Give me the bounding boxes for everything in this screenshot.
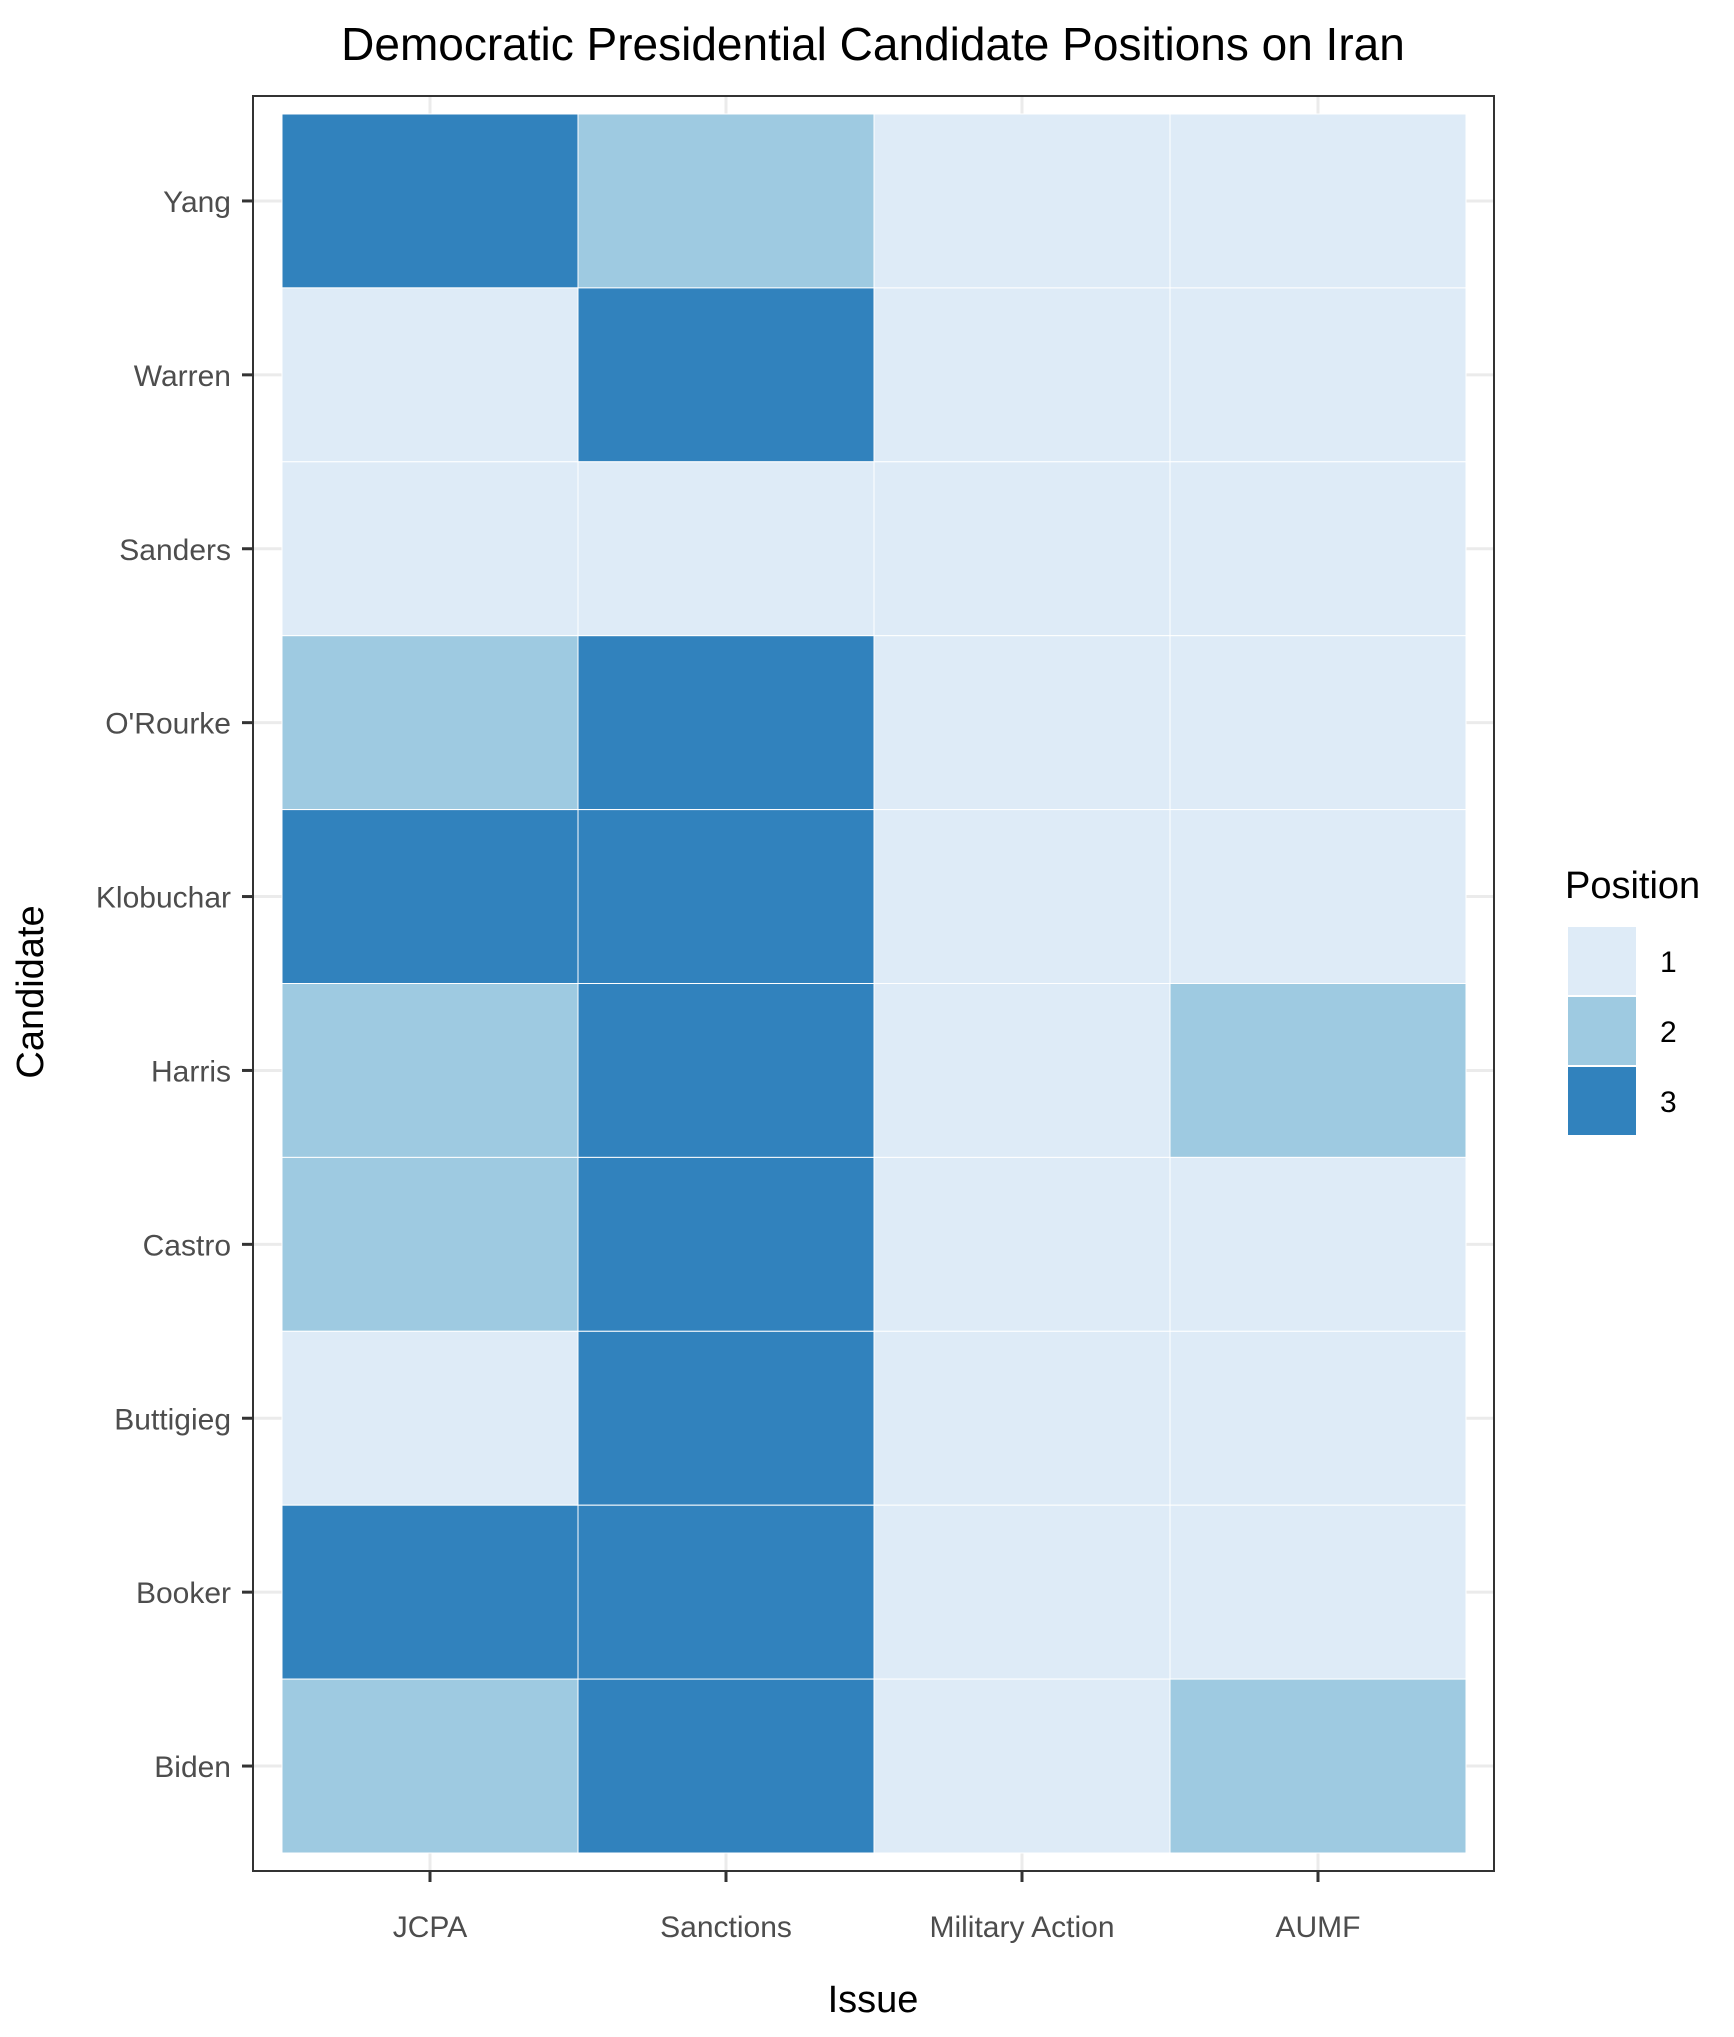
y-axis: Yang Warren Sanders O'Rourke Klobuchar Harris… — [96, 186, 253, 1784]
heatmap-tile — [873, 1330, 1171, 1506]
heatmap-tile — [873, 1504, 1171, 1680]
heatmap-tile — [577, 1156, 875, 1332]
heatmap-tile — [1169, 461, 1467, 637]
heatmap-tile — [1169, 113, 1467, 289]
heatmap-tile — [577, 1330, 875, 1506]
heatmap-tile — [873, 461, 1171, 637]
heatmap-tile — [281, 809, 579, 984]
x-tick-label: JCPA — [393, 1911, 467, 1944]
y-axis-title: Candidate — [10, 905, 52, 1078]
y-tick-label: Castro — [143, 1229, 231, 1262]
heatmap-tile — [577, 1678, 875, 1854]
y-tick-label: Klobuchar — [96, 882, 231, 915]
heatmap-tile — [873, 809, 1171, 984]
heatmap-tile — [577, 809, 875, 984]
x-axis: JCPA Sanctions Military Action AUMF — [393, 1871, 1361, 1944]
chart-title: Democratic Presidential Candidate Positi… — [341, 18, 1405, 70]
heatmap-tile — [873, 1156, 1171, 1332]
y-tick-label: Warren — [134, 360, 231, 393]
heatmap-tile — [873, 983, 1171, 1158]
legend-key — [1566, 1065, 1638, 1137]
heatmap-tile — [281, 983, 579, 1158]
legend-label: 2 — [1660, 1016, 1677, 1049]
x-tick-label: Military Action — [929, 1911, 1114, 1944]
legend-label: 3 — [1660, 1086, 1677, 1119]
legend: Position 1 2 3 — [1565, 865, 1700, 1137]
heatmap-tile — [577, 287, 875, 463]
heatmap-tile — [577, 461, 875, 637]
heatmap-tile — [577, 1504, 875, 1680]
heatmap-tile — [1169, 635, 1467, 811]
heatmap-tile — [281, 635, 579, 811]
heatmap-tile — [281, 1156, 579, 1332]
y-tick-label: Booker — [136, 1577, 231, 1610]
heatmap-tile — [1169, 1504, 1467, 1680]
heatmap-tile — [873, 635, 1171, 811]
legend-key — [1566, 925, 1638, 997]
legend-label: 1 — [1660, 946, 1677, 979]
heatmap-tile — [873, 287, 1171, 463]
x-axis-title: Issue — [828, 1979, 919, 2021]
y-tick-label: O'Rourke — [105, 708, 231, 741]
legend-keys: 1 2 3 — [1566, 925, 1677, 1137]
heatmap-tile — [281, 461, 579, 637]
heatmap-tile — [281, 1504, 579, 1680]
heatmap-tile — [577, 113, 875, 289]
heatmap-tile — [281, 1330, 579, 1506]
heatmap-tiles — [281, 113, 1467, 1854]
legend-key — [1566, 995, 1638, 1067]
y-tick-label: Sanders — [119, 534, 231, 567]
x-tick-label: AUMF — [1276, 1911, 1361, 1944]
heatmap-tile — [1169, 1156, 1467, 1332]
heatmap-tile — [1169, 809, 1467, 984]
y-tick-label: Buttigieg — [114, 1403, 231, 1436]
heatmap-tile — [577, 983, 875, 1158]
heatmap-tile — [1169, 1678, 1467, 1854]
heatmap-tile — [1169, 1330, 1467, 1506]
heatmap-tile — [281, 113, 579, 289]
y-tick-label: Yang — [163, 186, 231, 219]
heatmap-tile — [1169, 287, 1467, 463]
heatmap-tile — [577, 635, 875, 811]
heatmap-tile — [873, 1678, 1171, 1854]
heatmap-tile — [1169, 983, 1467, 1158]
y-tick-label: Biden — [154, 1751, 231, 1784]
legend-title: Position — [1565, 865, 1700, 907]
y-tick-label: Harris — [151, 1055, 231, 1088]
heatmap-tile — [281, 1678, 579, 1854]
x-tick-label: Sanctions — [660, 1911, 792, 1944]
heatmap-tile — [873, 113, 1171, 289]
panel-border — [252, 95, 1495, 1872]
heatmap-tile — [281, 287, 579, 463]
